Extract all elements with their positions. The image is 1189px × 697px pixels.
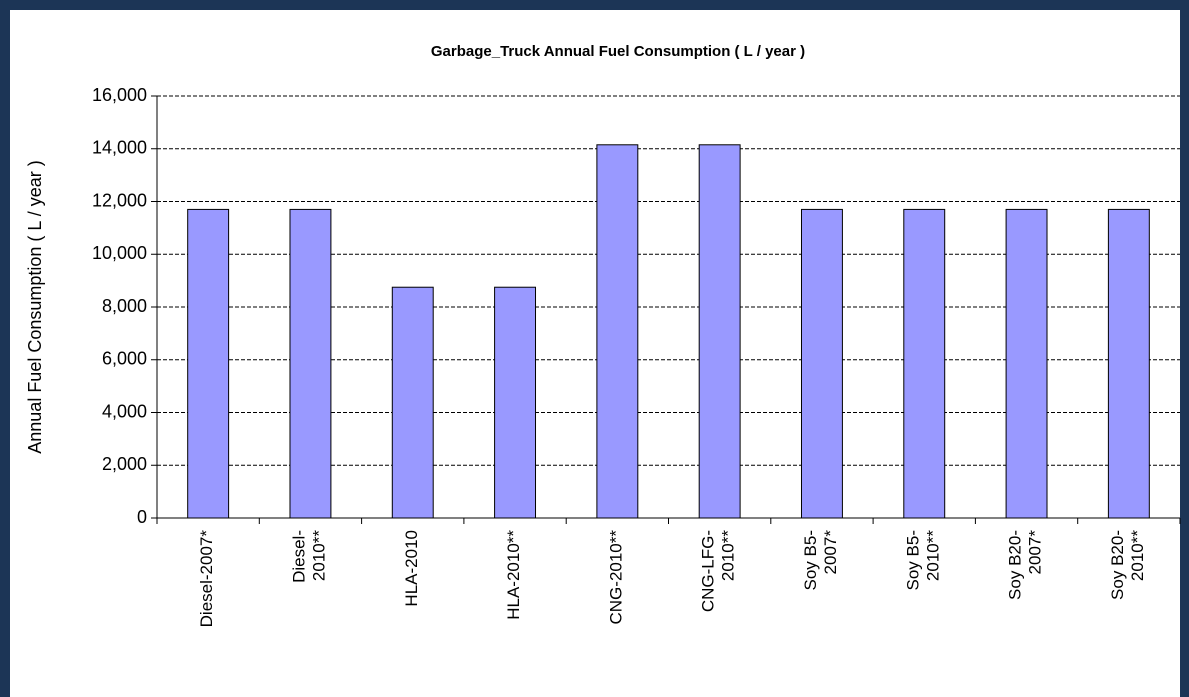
chart-panel <box>10 10 1180 697</box>
x-tick-label: CNG-LFG-2010** <box>699 530 738 613</box>
y-tick-label: 8,000 <box>102 296 147 316</box>
y-tick-label: 2,000 <box>102 454 147 474</box>
bar <box>903 208 946 519</box>
y-tick-label: 6,000 <box>102 349 147 369</box>
y-tick-label: 10,000 <box>92 243 147 263</box>
bar <box>800 208 843 519</box>
bar <box>187 208 230 519</box>
y-tick-label: 16,000 <box>92 85 147 105</box>
x-tick-label: Soy B20-2007* <box>1006 530 1045 600</box>
y-tick-label: 0 <box>137 507 147 527</box>
bar <box>391 286 434 519</box>
x-tick-label: Diesel-2007* <box>198 530 217 628</box>
bar <box>698 144 741 519</box>
bar <box>596 144 639 519</box>
y-tick-label: 12,000 <box>92 190 147 210</box>
bar <box>494 286 537 519</box>
y-tick-label: 14,000 <box>92 138 147 158</box>
x-tick-label: Diesel-2010** <box>290 530 329 583</box>
y-axis-label: Annual Fuel Consumption ( L / year ) <box>25 160 45 453</box>
bar <box>289 208 332 519</box>
bar <box>1107 208 1150 519</box>
x-tick-label: Soy B5-2010** <box>904 530 943 591</box>
x-tick-label: HLA-2010** <box>505 530 524 620</box>
y-tick-label: 4,000 <box>102 401 147 421</box>
x-tick-label: CNG-2010** <box>607 530 626 625</box>
x-tick-label: Soy B20-2010** <box>1108 530 1147 600</box>
bar <box>1005 208 1048 519</box>
x-tick-label: Soy B5-2007* <box>801 530 840 591</box>
chart-title: Garbage_Truck Annual Fuel Consumption ( … <box>431 43 805 60</box>
x-tick-label: HLA-2010 <box>402 530 421 607</box>
